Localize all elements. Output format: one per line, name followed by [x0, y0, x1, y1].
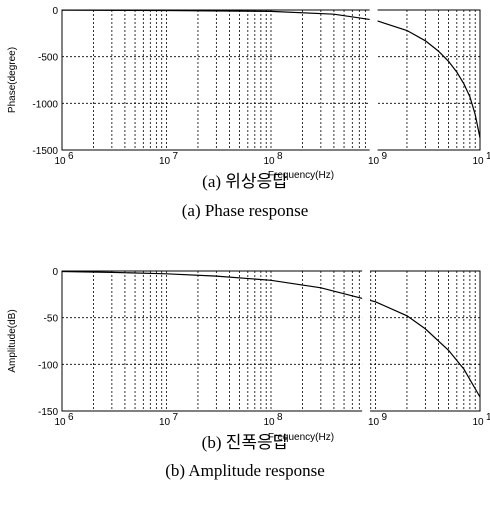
phase-caption-english: (a) Phase response	[182, 201, 309, 220]
phase-xtick-label: 10	[54, 156, 66, 167]
phase-yaxis-label: Phase(degree)	[7, 47, 18, 113]
amplitude-chart: 0-50-100-1501061071081091010Frequency(Hz…	[7, 267, 490, 480]
phase-xtick-exponent: 6	[68, 151, 74, 162]
phase-xtick-exponent: 8	[277, 151, 283, 162]
phase-ytick-label: 0	[52, 6, 58, 17]
phase-xtick-label: 10	[263, 156, 275, 167]
phase-ytick-label: -1000	[32, 99, 58, 110]
phase-xtick-exponent: 7	[173, 151, 179, 162]
amplitude-xtick-label: 10	[472, 417, 484, 428]
phase-xtick-label: 10	[472, 156, 484, 167]
phase-xtick-exponent: 10	[486, 151, 490, 162]
amplitude-caption-korean: (b) 진폭응답	[202, 433, 289, 452]
amplitude-ytick-label: -150	[38, 407, 58, 418]
amplitude-curve	[61, 270, 481, 398]
amplitude-xtick-exponent: 9	[382, 412, 388, 423]
phase-plot-break	[369, 7, 378, 153]
amplitude-ytick-label: -100	[38, 360, 58, 371]
amplitude-xtick-exponent: 7	[173, 412, 179, 423]
phase-plot-frame	[61, 9, 481, 151]
amplitude-plot-frame	[61, 270, 481, 412]
amplitude-xtick-label: 10	[159, 417, 171, 428]
phase-caption-korean: (a) 위상응답	[202, 172, 288, 191]
phase-xtick-exponent: 9	[382, 151, 388, 162]
amplitude-xtick-label: 10	[263, 417, 275, 428]
amplitude-plot-break	[362, 268, 371, 414]
phase-curve	[61, 9, 481, 139]
phase-xtick-label: 10	[159, 156, 171, 167]
phase-chart: 0-500-1000-15001061071081091010Frequency…	[7, 6, 490, 220]
amplitude-xaxis-label: Frequency(Hz)	[268, 432, 334, 443]
phase-ytick-label: -500	[38, 53, 58, 64]
amplitude-xtick-exponent: 10	[486, 412, 490, 423]
phase-ytick-label: -1500	[32, 146, 58, 157]
phase-xaxis-label: Frequency(Hz)	[268, 170, 334, 181]
amplitude-xtick-label: 10	[368, 417, 380, 428]
amplitude-xtick-exponent: 6	[68, 412, 74, 423]
amplitude-xtick-label: 10	[54, 417, 66, 428]
amplitude-ytick-label: -50	[44, 314, 59, 325]
amplitude-yaxis-label: Amplitude(dB)	[7, 309, 18, 372]
amplitude-ytick-label: 0	[52, 267, 58, 278]
phase-xtick-label: 10	[368, 156, 380, 167]
amplitude-xtick-exponent: 8	[277, 412, 283, 423]
amplitude-caption-english: (b) Amplitude response	[165, 461, 325, 480]
